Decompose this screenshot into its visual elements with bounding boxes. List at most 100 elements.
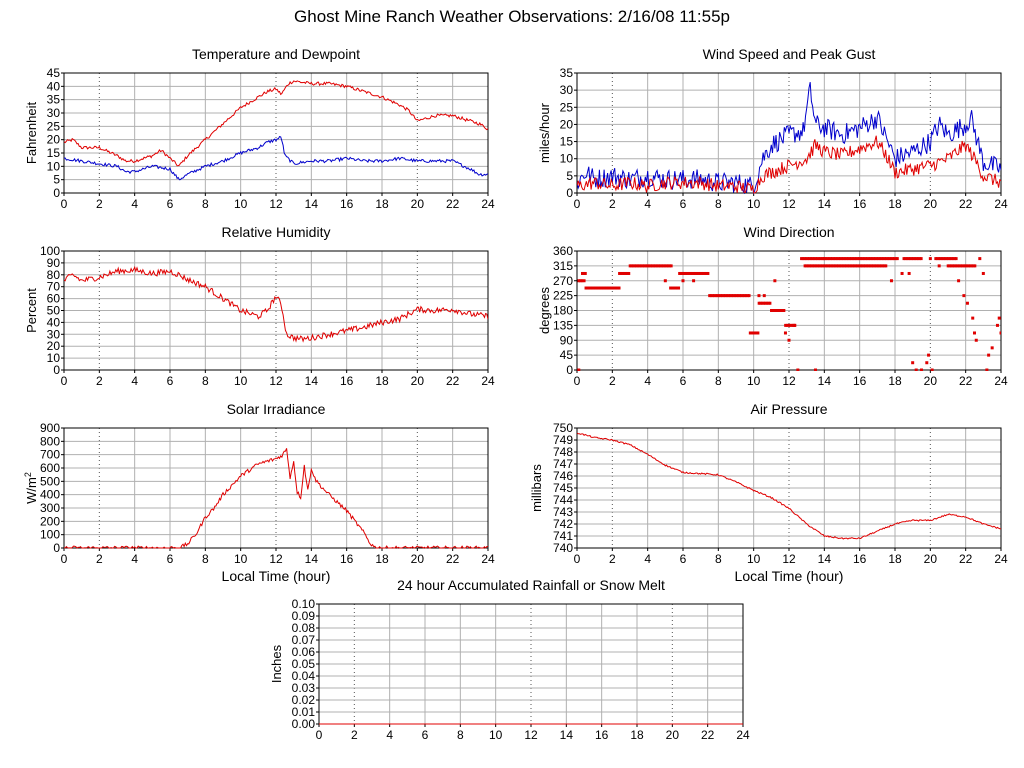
series-line-0: [64, 80, 488, 167]
direction-point: [808, 257, 811, 261]
direction-point: [968, 264, 972, 268]
direction-point: [955, 257, 958, 261]
direction-point: [865, 257, 869, 261]
direction-point: [647, 264, 651, 268]
y-tick-label: 700: [40, 448, 60, 462]
direction-point: [812, 257, 816, 261]
direction-point: [878, 257, 882, 261]
direction-point: [891, 257, 895, 261]
direction-point: [937, 264, 941, 268]
direction-point: [815, 257, 819, 261]
direction-point: [862, 257, 866, 261]
direction-point: [774, 309, 778, 312]
y-tick-label: 20: [560, 117, 574, 131]
direction-point: [854, 257, 858, 261]
y-tick-label: 746: [553, 469, 573, 483]
y-tick-label: 745: [553, 481, 573, 495]
direction-point: [974, 338, 978, 342]
x-tick-label: 12: [269, 374, 283, 388]
y-tick-label: 0.05: [292, 657, 316, 671]
direction-point: [722, 294, 726, 298]
x-tick-label: 4: [644, 552, 651, 566]
direction-point: [827, 257, 831, 261]
direction-point: [767, 301, 770, 305]
y-tick-label: 0.03: [292, 681, 316, 695]
direction-point: [927, 353, 931, 357]
direction-point: [943, 257, 947, 261]
direction-point: [668, 264, 672, 268]
y-tick-label: 0: [53, 363, 60, 377]
direction-point: [825, 264, 829, 268]
x-tick-label: 8: [202, 197, 209, 211]
y-tick-label: 35: [47, 93, 61, 107]
direction-point: [852, 264, 856, 268]
direction-point: [817, 257, 821, 261]
x-tick-label: 20: [924, 374, 938, 388]
x-tick-label: 22: [959, 552, 973, 566]
direction-point: [627, 271, 631, 275]
direction-point: [777, 309, 781, 312]
x-tick-label: 8: [715, 374, 722, 388]
direction-point: [702, 271, 705, 275]
direction-point: [889, 279, 893, 283]
direction-point: [792, 323, 796, 327]
direction-point: [868, 264, 872, 268]
direction-point: [784, 323, 787, 327]
direction-point: [796, 368, 800, 371]
y-tick-label: 25: [560, 100, 574, 114]
direction-point: [590, 286, 594, 290]
direction-point: [837, 257, 840, 261]
y-tick-label: 100: [40, 244, 60, 258]
direction-point: [819, 264, 823, 268]
direction-point: [953, 264, 956, 268]
direction-point: [672, 286, 676, 290]
y-tick-label: 744: [553, 493, 573, 507]
direction-point: [942, 257, 945, 261]
x-tick-label: 22: [446, 197, 460, 211]
direction-point: [809, 264, 813, 268]
direction-point: [945, 257, 949, 261]
direction-point: [658, 264, 662, 268]
direction-point: [732, 294, 735, 298]
x-tick-label: 20: [666, 728, 680, 742]
direction-point: [848, 257, 852, 261]
direction-point: [848, 264, 851, 268]
direction-point: [773, 309, 776, 312]
direction-point: [860, 264, 864, 268]
direction-point: [720, 294, 724, 298]
y-tick-label: 10: [47, 159, 61, 173]
direction-point: [750, 331, 754, 335]
x-tick-label: 20: [411, 374, 425, 388]
direction-point: [973, 331, 976, 335]
x-tick-label: 22: [959, 374, 973, 388]
x-tick-label: 0: [574, 552, 581, 566]
direction-point: [781, 309, 784, 312]
direction-point: [872, 257, 875, 261]
direction-point: [592, 286, 596, 290]
x-tick-label: 8: [202, 552, 209, 566]
direction-point: [876, 264, 880, 268]
direction-point: [970, 264, 974, 268]
direction-point: [681, 279, 685, 283]
y-tick-label: 35: [560, 66, 574, 80]
direction-point: [803, 264, 807, 268]
direction-point: [577, 368, 581, 371]
direction-point: [717, 294, 721, 298]
direction-point: [622, 271, 626, 275]
x-tick-label: 20: [411, 197, 425, 211]
direction-point: [920, 368, 923, 371]
direction-point: [628, 264, 632, 268]
x-tick-label: 14: [560, 728, 574, 742]
direction-point: [857, 264, 861, 268]
x-tick-label: 16: [340, 197, 354, 211]
y-tick-label: 0: [566, 186, 573, 200]
direction-point: [875, 264, 878, 268]
direction-point: [744, 294, 748, 298]
x-tick-label: 14: [305, 374, 319, 388]
direction-point: [867, 264, 870, 268]
direction-point: [949, 264, 953, 268]
x-tick-label: 4: [386, 728, 393, 742]
